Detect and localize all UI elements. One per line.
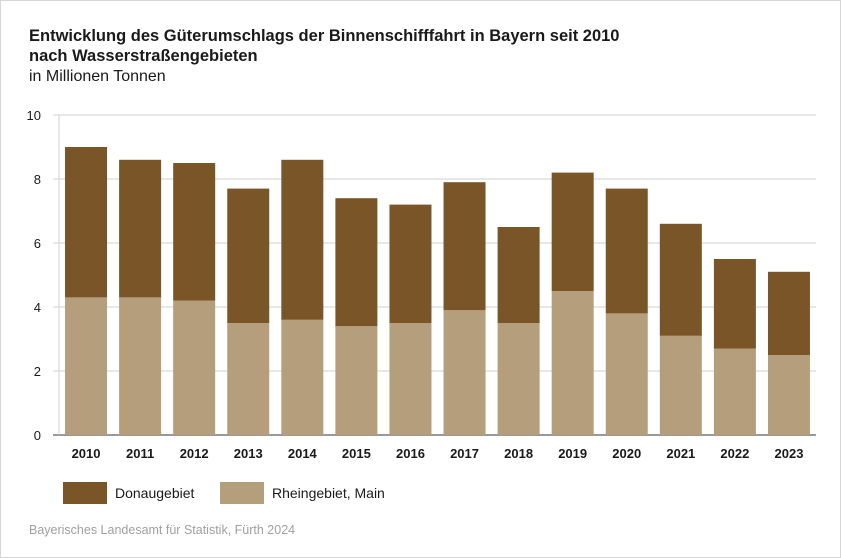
- legend-label-donau: Donaugebiet: [115, 485, 195, 501]
- bar-donau-2020: [605, 188, 648, 314]
- y-axis-label: in Millionen Tonnen: [29, 68, 166, 85]
- bar-rhein-2020: [605, 313, 648, 435]
- bar-rhein-2013: [227, 323, 270, 435]
- bar-donau-2023: [767, 271, 810, 355]
- bar-donau-2011: [119, 159, 162, 298]
- legend-swatch-rhein: [220, 482, 264, 504]
- bar-rhein-2016: [389, 323, 432, 435]
- x-tick-label: 2023: [775, 446, 804, 461]
- bar-donau-2021: [659, 223, 702, 336]
- x-tick-label: 2020: [612, 446, 641, 461]
- bar-donau-2018: [497, 227, 540, 323]
- bar-rhein-2019: [551, 291, 594, 435]
- source-note: Bayerisches Landesamt für Statistik, Für…: [29, 523, 296, 537]
- bar-rhein-2018: [497, 323, 540, 435]
- x-tick-label: 2022: [720, 446, 749, 461]
- y-tick-label: 8: [34, 172, 41, 187]
- bar-donau-2022: [713, 259, 756, 349]
- bar-donau-2017: [443, 182, 486, 311]
- x-tick-label: 2013: [234, 446, 263, 461]
- y-tick-label: 6: [34, 236, 41, 251]
- bar-rhein-2015: [335, 326, 378, 435]
- bar-donau-2016: [389, 204, 432, 323]
- x-tick-label: 2021: [666, 446, 695, 461]
- x-tick-label: 2017: [450, 446, 479, 461]
- bar-rhein-2023: [767, 355, 810, 435]
- x-tick-label: 2012: [180, 446, 209, 461]
- bar-rhein-2017: [443, 310, 486, 435]
- legend-item-donau: Donaugebiet: [63, 482, 194, 504]
- x-tick-label: 2011: [126, 446, 154, 461]
- bar-rhein-2011: [119, 297, 162, 435]
- y-tick-label: 0: [34, 428, 41, 443]
- bar-rhein-2021: [659, 335, 702, 435]
- y-tick-label: 2: [34, 364, 41, 379]
- legend-label-rhein: Rheingebiet, Main: [272, 485, 385, 501]
- bar-rhein-2022: [713, 348, 756, 435]
- x-tick-label: 2018: [504, 446, 533, 461]
- x-tick-label: 2015: [342, 446, 371, 461]
- x-tick-label: 2016: [396, 446, 425, 461]
- legend-swatch-donau: [63, 482, 107, 504]
- bar-rhein-2012: [173, 300, 216, 435]
- bar-donau-2019: [551, 172, 594, 291]
- bar-rhein-2014: [281, 319, 324, 435]
- x-tick-label: 2010: [72, 446, 101, 461]
- x-tick-label: 2019: [558, 446, 587, 461]
- legend-item-rhein: Rheingebiet, Main: [220, 482, 385, 504]
- bar-donau-2013: [227, 188, 270, 323]
- x-tick-label: 2014: [288, 446, 318, 461]
- bar-donau-2014: [281, 159, 324, 320]
- y-tick-label: 10: [27, 108, 41, 123]
- bar-donau-2015: [335, 198, 378, 327]
- bar-donau-2010: [65, 147, 108, 298]
- bar-rhein-2010: [65, 297, 108, 435]
- y-tick-label: 4: [34, 300, 41, 315]
- chart-subtitle: nach Wasserstraßengebieten: [29, 47, 258, 65]
- bar-donau-2012: [173, 163, 216, 301]
- chart-title: Entwicklung des Güterumschlags der Binne…: [29, 27, 620, 45]
